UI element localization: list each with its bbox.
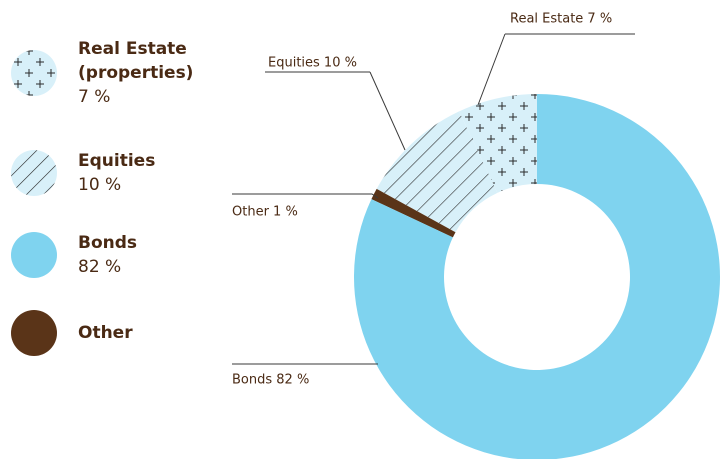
- legend-label: Real Estate (properties): [78, 39, 194, 83]
- callout-label: Real Estate 7 %: [510, 12, 612, 27]
- legend-swatch: [11, 232, 57, 278]
- slice: [459, 94, 537, 193]
- legend-swatch: [11, 150, 57, 196]
- legend-swatch: [11, 50, 57, 96]
- legend-value: 7 %: [78, 87, 111, 107]
- legend-entry: Equities 10 %: [78, 149, 208, 197]
- legend-label: Equities: [78, 151, 156, 171]
- callout-label: Other 1 %: [232, 205, 298, 220]
- legend-swatch: [11, 310, 57, 356]
- slice: [371, 188, 456, 238]
- legend-value: 10 %: [78, 175, 122, 195]
- legend-label: Other: [78, 323, 133, 343]
- callout-line: [477, 33, 635, 106]
- legend-entry: Real Estate (properties) 7 %: [78, 37, 208, 109]
- callout-line: [265, 71, 406, 151]
- callout-label: Equities 10 %: [268, 56, 357, 71]
- legend-entry: Bonds 82 %: [78, 231, 208, 279]
- callout-label: Bonds 82 %: [232, 373, 309, 388]
- callout-line: [232, 193, 379, 199]
- slice: [376, 111, 498, 233]
- legend-value: 82 %: [78, 257, 122, 277]
- legend-label: Bonds: [78, 233, 138, 253]
- legend-entry: Other: [78, 321, 208, 345]
- slice: [354, 94, 720, 459]
